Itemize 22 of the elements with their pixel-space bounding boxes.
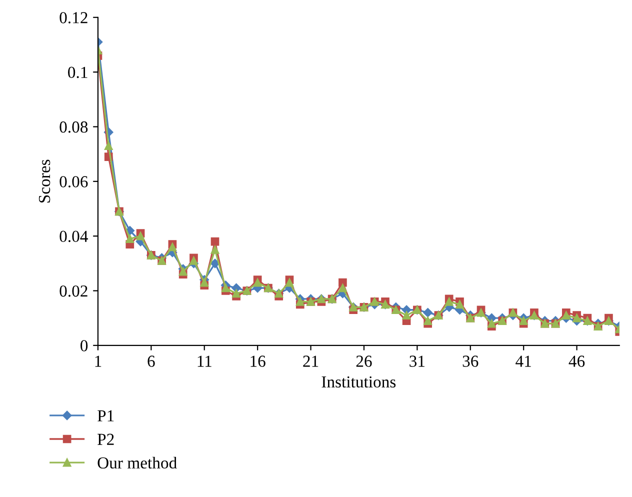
y-tick-label: 0.1 xyxy=(68,66,88,78)
x-tick-label: 16 xyxy=(250,356,266,367)
y-tick-label: 0 xyxy=(80,340,88,352)
legend-label: P2 xyxy=(98,434,114,445)
x-tick-label: 41 xyxy=(516,356,531,367)
x-tick-label: 1 xyxy=(95,356,102,367)
legend-label: P1 xyxy=(98,410,114,422)
x-tick-label: 26 xyxy=(356,356,372,367)
y-tick-label: 0.02 xyxy=(60,285,88,297)
x-tick-label: 31 xyxy=(410,356,425,367)
legend-label: Our method xyxy=(98,456,177,469)
x-tick-label: 36 xyxy=(462,356,478,367)
x-tick-label: 21 xyxy=(303,356,318,367)
x-tick-label: 46 xyxy=(568,356,585,367)
y-axis-title: Scores xyxy=(38,160,50,203)
y-tick-label: 0.08 xyxy=(60,121,88,133)
y-tick-label: 0.04 xyxy=(60,230,88,242)
y-tick-label: 0.12 xyxy=(60,12,88,24)
y-tick-label: 0.06 xyxy=(60,176,88,188)
x-tick-label: 6 xyxy=(148,356,155,367)
x-tick-label: 11 xyxy=(198,356,212,367)
x-axis-title: Institutions xyxy=(322,376,396,388)
